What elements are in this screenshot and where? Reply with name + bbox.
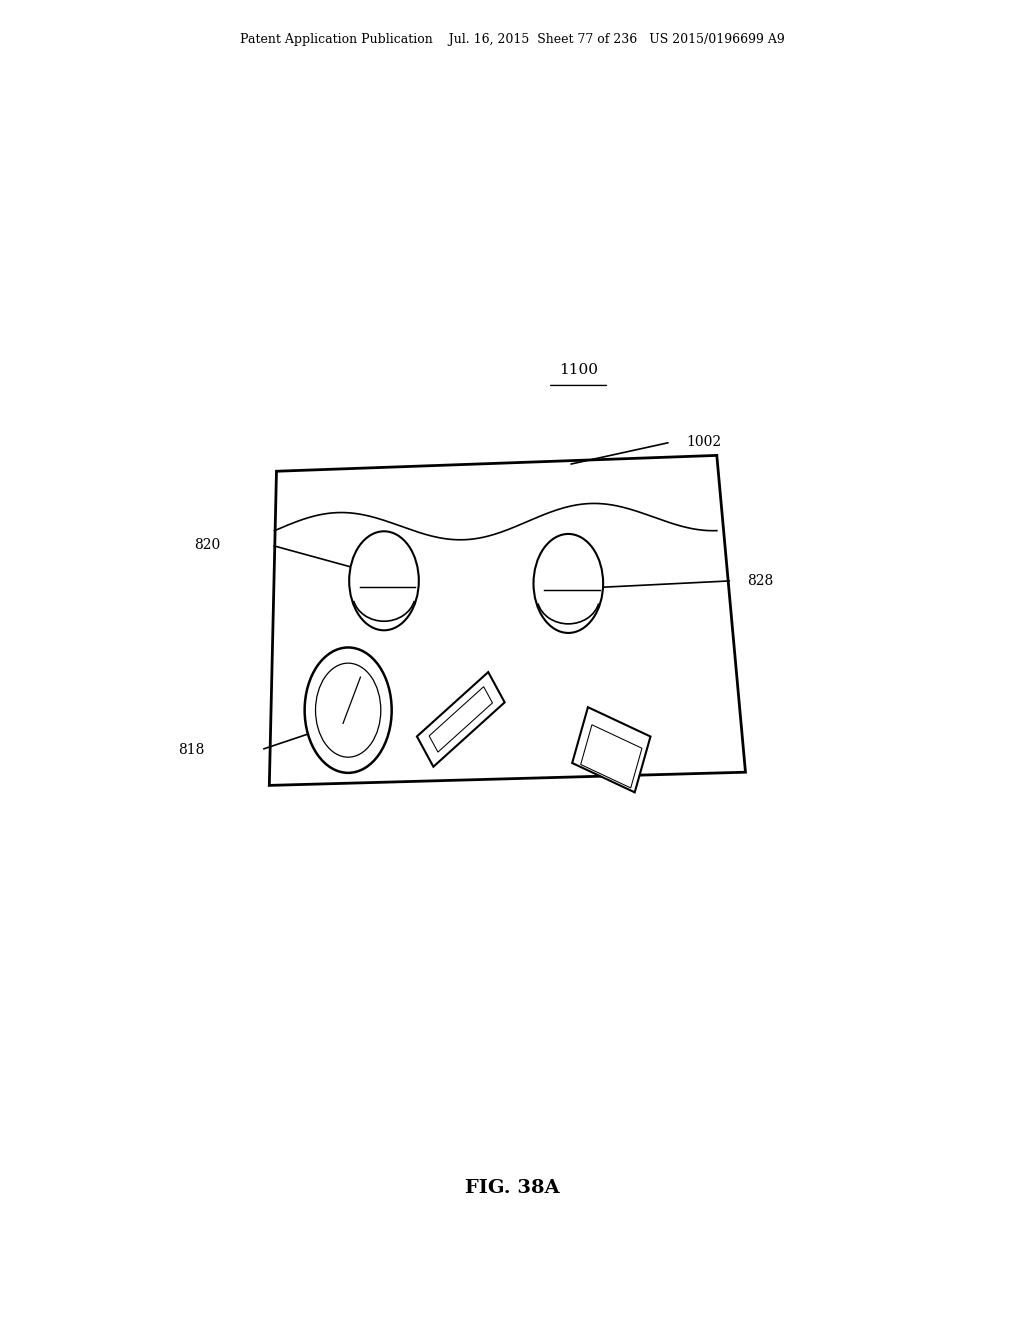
Polygon shape <box>581 725 642 788</box>
Text: 828: 828 <box>748 574 774 587</box>
Text: FIG. 38A: FIG. 38A <box>465 1179 559 1197</box>
Ellipse shape <box>349 531 419 630</box>
Polygon shape <box>417 672 505 767</box>
Ellipse shape <box>534 533 603 632</box>
Polygon shape <box>429 686 493 752</box>
Ellipse shape <box>315 663 381 758</box>
Text: 818: 818 <box>178 743 205 756</box>
Polygon shape <box>269 455 745 785</box>
Text: Patent Application Publication    Jul. 16, 2015  Sheet 77 of 236   US 2015/01966: Patent Application Publication Jul. 16, … <box>240 33 784 46</box>
Text: 1002: 1002 <box>686 436 721 449</box>
Polygon shape <box>572 708 650 792</box>
Text: 1100: 1100 <box>559 363 598 376</box>
Ellipse shape <box>305 647 391 774</box>
Text: 820: 820 <box>194 539 220 552</box>
